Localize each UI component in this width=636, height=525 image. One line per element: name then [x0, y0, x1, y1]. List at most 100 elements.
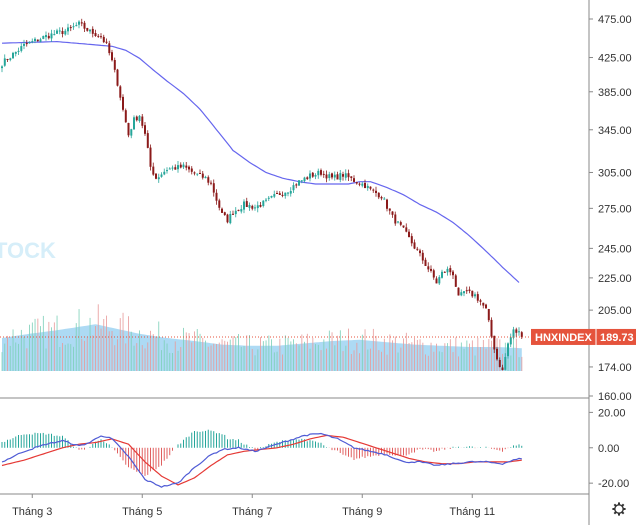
candle-body — [157, 177, 160, 180]
candle — [509, 333, 512, 347]
price-tick-label: 205.00 — [598, 305, 632, 317]
candle — [419, 248, 421, 257]
volume-bar — [273, 352, 275, 371]
candle — [515, 327, 518, 337]
candle — [471, 290, 474, 298]
volume-bar — [249, 335, 250, 371]
volume-bar — [185, 332, 187, 371]
candle-body — [138, 115, 141, 121]
candle-body — [446, 268, 449, 273]
volume-bar — [309, 348, 311, 371]
candle — [408, 229, 410, 238]
candle-body — [336, 174, 339, 180]
candle — [369, 186, 372, 191]
candle — [89, 29, 91, 34]
gear-tooth — [621, 503, 625, 507]
candle-body — [72, 26, 75, 28]
candle-body — [487, 309, 490, 321]
candle — [320, 168, 322, 177]
candle-body — [262, 200, 265, 206]
candle-body — [276, 193, 278, 194]
candle-body — [111, 52, 113, 61]
candle-body — [273, 194, 276, 197]
volume-bar — [194, 331, 195, 371]
volume-bar — [342, 351, 344, 371]
candle-body — [347, 173, 350, 178]
candle — [61, 27, 64, 38]
candle-body — [23, 43, 25, 46]
volume-bar — [133, 345, 135, 371]
candle-body — [240, 209, 243, 212]
volume-bar — [48, 321, 50, 371]
volume-bar — [31, 322, 33, 371]
candle-body — [468, 289, 471, 291]
candle — [111, 49, 113, 62]
volume-bar — [287, 337, 289, 371]
candle — [476, 291, 479, 303]
candle — [53, 30, 56, 36]
price-axis[interactable]: 475.00 425.00 385.00 345.00 305.00 275.00 245.… — [589, 14, 632, 403]
candle-body — [254, 207, 256, 209]
volume-bar — [510, 355, 512, 371]
candle — [317, 168, 320, 179]
candle-body — [306, 177, 309, 179]
candle-body — [410, 236, 413, 244]
volume-bar — [290, 341, 292, 371]
candle — [157, 173, 160, 183]
volume-bar — [213, 343, 215, 371]
candle-body — [141, 116, 144, 126]
candle — [430, 265, 432, 273]
volume-bar — [26, 348, 28, 371]
candle-body — [80, 22, 83, 24]
gear-icon[interactable] — [612, 502, 626, 516]
candle-body — [34, 38, 36, 41]
candle-body — [89, 29, 91, 32]
time-tick-label: Tháng 7 — [232, 506, 272, 518]
candlestick-layer[interactable] — [1, 18, 523, 371]
candle — [199, 169, 201, 174]
candle-body — [188, 166, 190, 170]
candle — [460, 289, 463, 297]
moving-average-line — [1, 40, 520, 283]
price-tick-label: 245.00 — [598, 243, 632, 255]
candle — [119, 85, 122, 101]
candle-body — [298, 180, 300, 186]
candle-body — [42, 36, 45, 39]
candle-body — [94, 33, 97, 36]
candle — [377, 192, 380, 200]
candle-body — [328, 174, 331, 178]
candle — [256, 201, 259, 213]
candle-body — [256, 205, 259, 209]
candle — [155, 173, 157, 180]
volume-bar — [438, 351, 440, 371]
candle — [507, 342, 509, 359]
candle-body — [325, 174, 328, 179]
candle-body — [402, 225, 405, 228]
volume-bar — [86, 337, 88, 371]
candle — [303, 176, 306, 183]
candle — [498, 357, 501, 368]
candle-body — [259, 205, 262, 207]
candle-body — [430, 268, 432, 271]
price-panel[interactable] — [0, 18, 530, 371]
volume-bar — [485, 348, 487, 371]
volume-bar — [4, 343, 6, 371]
volume-bar — [312, 337, 314, 371]
candle — [405, 223, 408, 233]
candle-body — [267, 197, 270, 199]
candle-body — [61, 31, 64, 34]
candle-body — [309, 173, 311, 179]
candle-body — [383, 198, 386, 200]
volume-bar — [199, 333, 201, 371]
candle-body — [386, 199, 388, 209]
volume-bar — [9, 345, 11, 371]
candle — [97, 34, 100, 38]
macd-panel[interactable] — [1, 429, 523, 488]
volume-bar — [240, 346, 242, 371]
candle — [482, 302, 485, 309]
candle — [141, 114, 144, 129]
time-axis[interactable]: Tháng 3 Tháng 5 Tháng 7 Tháng 9 Tháng 11 — [12, 494, 495, 518]
macd-axis[interactable]: 20.00 0.00 -20.00 — [589, 407, 629, 490]
candle-body — [149, 147, 152, 167]
